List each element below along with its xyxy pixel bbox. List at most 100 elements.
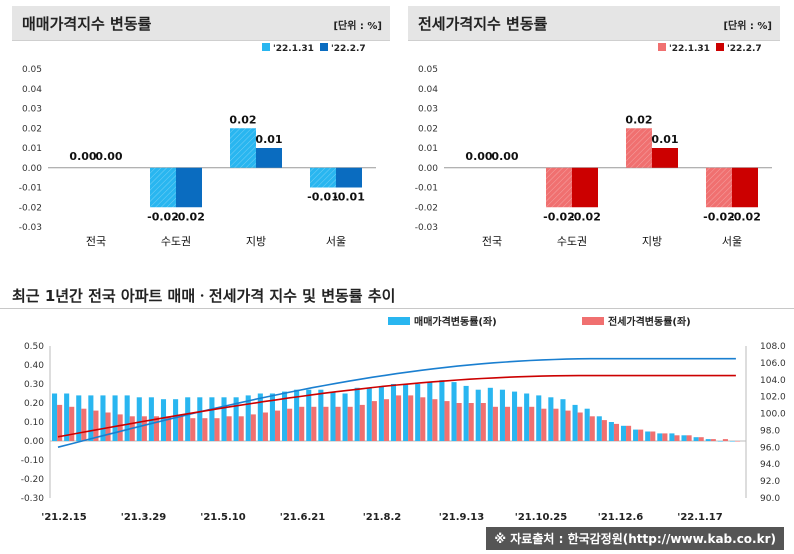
trend-section-title: 최근 1년간 전국 아파트 매매ㆍ전세가격 지수 및 변동률 추이 bbox=[12, 287, 396, 305]
sale-data-label: 0.02 bbox=[229, 113, 256, 126]
sale-rate-bar bbox=[705, 439, 711, 441]
jeonse-rate-bar bbox=[178, 416, 184, 441]
jeonse-ytick-label: 0.05 bbox=[418, 65, 438, 75]
trend-legend-label: 매매가격변동률(좌) bbox=[414, 315, 497, 328]
jeonse-panel-header: 전세가격지수 변동률 [단위 : %] bbox=[408, 6, 780, 41]
sale-rate-bar bbox=[282, 391, 288, 441]
jeonse-rate-bar bbox=[57, 404, 63, 441]
jeonse-rate-bar bbox=[371, 401, 377, 441]
sale-ytick-label: 0.03 bbox=[22, 105, 42, 115]
sale-rate-bar bbox=[572, 404, 578, 441]
jeonse-data-label: 0.01 bbox=[651, 133, 678, 146]
sale-ytick-label: 0.02 bbox=[22, 124, 42, 134]
sale-ytick-label: -0.02 bbox=[19, 203, 42, 213]
jeonse-data-label: -0.02 bbox=[703, 210, 735, 223]
trend-ytick-label: 0.30 bbox=[24, 380, 44, 390]
jeonse-rate-bar bbox=[504, 406, 511, 441]
sale-panel-header: 매매가격지수 변동률 [단위 : %] bbox=[12, 6, 390, 41]
trend-xtick-label: '21.5.10 bbox=[200, 512, 245, 523]
sale-rate-bar bbox=[548, 397, 554, 441]
jeonse-ytick-label: 0.01 bbox=[418, 144, 438, 154]
sale-category-label: 전국 bbox=[86, 235, 106, 248]
sale-rate-bar bbox=[439, 380, 445, 441]
jeonse-bar-curr bbox=[572, 167, 598, 208]
sale-bar-curr bbox=[336, 167, 362, 188]
sale-rate-bar bbox=[681, 435, 687, 441]
sale-category-label: 서울 bbox=[326, 235, 346, 248]
sale-rate-bar bbox=[136, 397, 142, 441]
sale-rate-bar bbox=[245, 395, 251, 441]
jeonse-rate-bar bbox=[226, 416, 232, 441]
jeonse-data-label: 0.00 bbox=[465, 150, 492, 163]
jeonse-rate-bar bbox=[686, 435, 692, 441]
sale-rate-bar bbox=[512, 391, 518, 441]
sale-rate-bar bbox=[415, 384, 421, 441]
jeonse-rate-bar bbox=[299, 406, 305, 441]
sale-rate-bar bbox=[693, 437, 699, 441]
sale-rate-bar bbox=[52, 393, 58, 441]
jeonse-rate-bar bbox=[190, 418, 196, 441]
jeonse-rate-bar bbox=[347, 406, 353, 441]
jeonse-data-label: -0.02 bbox=[543, 210, 575, 223]
jeonse-data-label: 0.02 bbox=[625, 113, 652, 126]
sale-index-line bbox=[57, 357, 736, 448]
sale-rate-bar bbox=[88, 395, 94, 441]
jeonse-category-label: 서울 bbox=[722, 235, 742, 248]
sale-rate-bar bbox=[657, 433, 663, 441]
trend-ytick-label: -0.20 bbox=[21, 475, 45, 485]
sale-data-label: 0.01 bbox=[255, 133, 282, 146]
jeonse-rate-bar bbox=[335, 406, 341, 441]
sale-rate-bar bbox=[390, 384, 397, 441]
jeonse-rate-bar bbox=[238, 416, 244, 441]
sale-bar-curr bbox=[176, 167, 202, 208]
jeonse-rate-bar bbox=[432, 399, 438, 441]
jeonse-rate-bar bbox=[359, 404, 365, 441]
jeonse-rate-bar bbox=[274, 410, 281, 441]
sale-rate-bar bbox=[269, 393, 275, 441]
jeonse-data-label: 0.00 bbox=[491, 150, 518, 163]
trend-ytick-label: -0.30 bbox=[21, 494, 45, 504]
jeonse-rate-bar bbox=[214, 418, 220, 441]
jeonse-rate-bar bbox=[383, 399, 390, 441]
jeonse-index-line bbox=[57, 374, 736, 438]
sale-rate-bar bbox=[257, 393, 263, 441]
sale-data-label: -0.01 bbox=[307, 191, 339, 204]
jeonse-category-label: 전국 bbox=[482, 235, 502, 248]
sale-rate-bar bbox=[124, 395, 130, 441]
sale-rate-bar bbox=[729, 441, 735, 442]
sale-bar-prev bbox=[150, 167, 176, 208]
jeonse-bar-curr bbox=[732, 167, 758, 208]
jeonse-rate-bar bbox=[396, 395, 402, 441]
sale-bar-curr bbox=[256, 148, 282, 168]
sale-category-label: 수도권 bbox=[161, 235, 191, 248]
jeonse-rate-bar bbox=[638, 429, 644, 441]
jeonse-ytick-label: -0.02 bbox=[415, 203, 438, 213]
jeonse-rate-bar bbox=[166, 416, 172, 441]
sale-rate-bar bbox=[330, 391, 336, 441]
jeonse-bar-prev bbox=[626, 128, 652, 168]
sale-panel-unit: [단위 : %] bbox=[333, 21, 382, 32]
sale-rate-bar bbox=[318, 389, 324, 441]
trend-y2tick-label: 92.0 bbox=[760, 477, 780, 487]
trend-y2tick-label: 90.0 bbox=[760, 494, 780, 504]
sale-rate-chart: 0.05 0.04 0.03 0.02 0.01 0.00 -0.01 -0.02 -0.03 0… bbox=[19, 43, 376, 248]
jeonse-rate-bar bbox=[553, 408, 559, 441]
jeonse-rate-bar bbox=[517, 406, 523, 441]
jeonse-rate-bar bbox=[202, 418, 208, 441]
jeonse-legend-label: '22.2.7 bbox=[727, 44, 762, 54]
trend-ytick-label: -0.10 bbox=[21, 456, 45, 466]
jeonse-rate-bar bbox=[662, 433, 668, 441]
jeonse-rate-bar bbox=[734, 441, 741, 442]
sale-legend-label: '22.1.31 bbox=[273, 44, 314, 54]
source-note: ※ 자료출처 : 한국감정원(http://www.kab.co.kr) bbox=[486, 527, 784, 550]
jeonse-rate-bar bbox=[81, 408, 87, 441]
trend-xtick-label: '21.3.29 bbox=[121, 512, 166, 523]
jeonse-legend-swatch bbox=[716, 43, 724, 51]
trend-xtick-label: '22.1.17 bbox=[677, 512, 722, 523]
jeonse-rate-bar bbox=[420, 397, 426, 441]
sale-legend-swatch bbox=[262, 43, 270, 51]
jeonse-rate-bar bbox=[626, 425, 632, 441]
trend-y2tick-label: 106.0 bbox=[760, 359, 786, 369]
jeonse-rate-chart: 0.05 0.04 0.03 0.02 0.01 0.00 -0.01 -0.02 -0.03 0… bbox=[415, 43, 772, 248]
sale-rate-bar bbox=[475, 389, 481, 441]
